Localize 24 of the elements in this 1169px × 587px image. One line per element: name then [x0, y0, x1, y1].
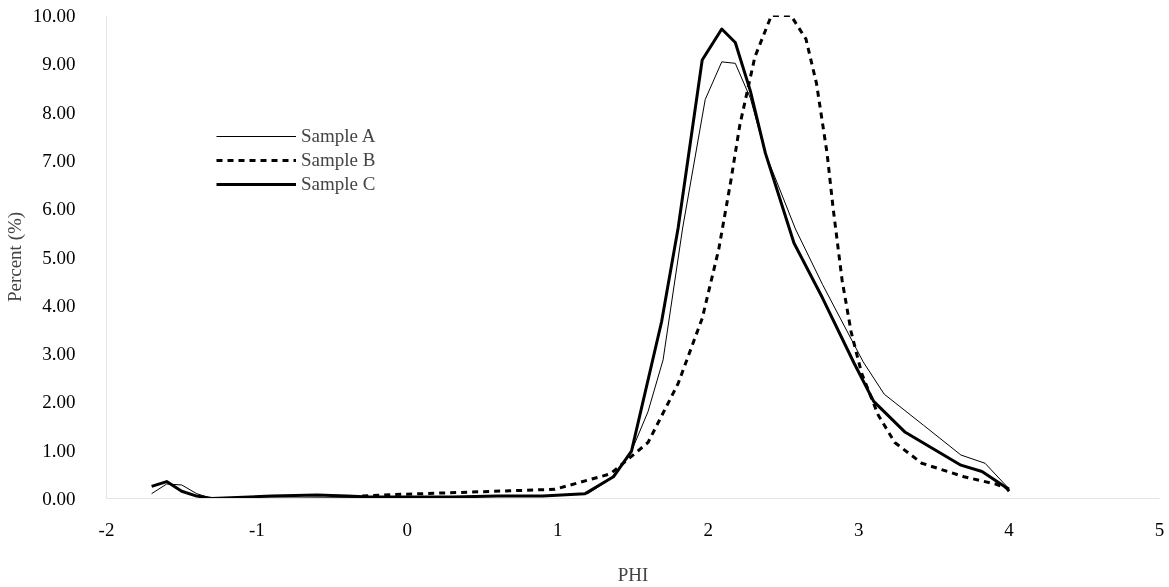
legend-label: Sample C: [301, 173, 376, 195]
y-tick-label: 2.00: [42, 391, 76, 413]
x-tick-label: 4: [1004, 518, 1015, 540]
x-tick-label: 2: [703, 518, 713, 540]
y-tick-label: 3.00: [42, 343, 76, 365]
y-tick-label: 1.00: [42, 439, 76, 461]
x-tick-label: 5: [1154, 518, 1165, 540]
legend-label: Sample A: [301, 125, 376, 147]
y-tick-label: 7.00: [42, 149, 76, 171]
legend-label: Sample B: [301, 149, 376, 171]
y-tick-label: 10.00: [32, 5, 76, 26]
x-tick-label: 0: [402, 518, 413, 540]
x-axis-title: PHI: [617, 563, 649, 585]
y-tick-label: 4.00: [42, 294, 76, 316]
y-tick-label: 6.00: [42, 198, 76, 220]
x-tick-label: 1: [553, 518, 563, 540]
x-tick-label: 3: [853, 518, 864, 540]
y-tick-label: 8.00: [42, 101, 76, 123]
y-tick-label: 5.00: [42, 246, 76, 268]
y-tick-label: 0.00: [42, 488, 76, 509]
y-tick-label: 9.00: [42, 53, 76, 75]
x-tick-label: -2: [98, 518, 115, 540]
x-tick-label: -1: [249, 518, 265, 540]
y-axis-title: Percent (%): [3, 211, 26, 303]
